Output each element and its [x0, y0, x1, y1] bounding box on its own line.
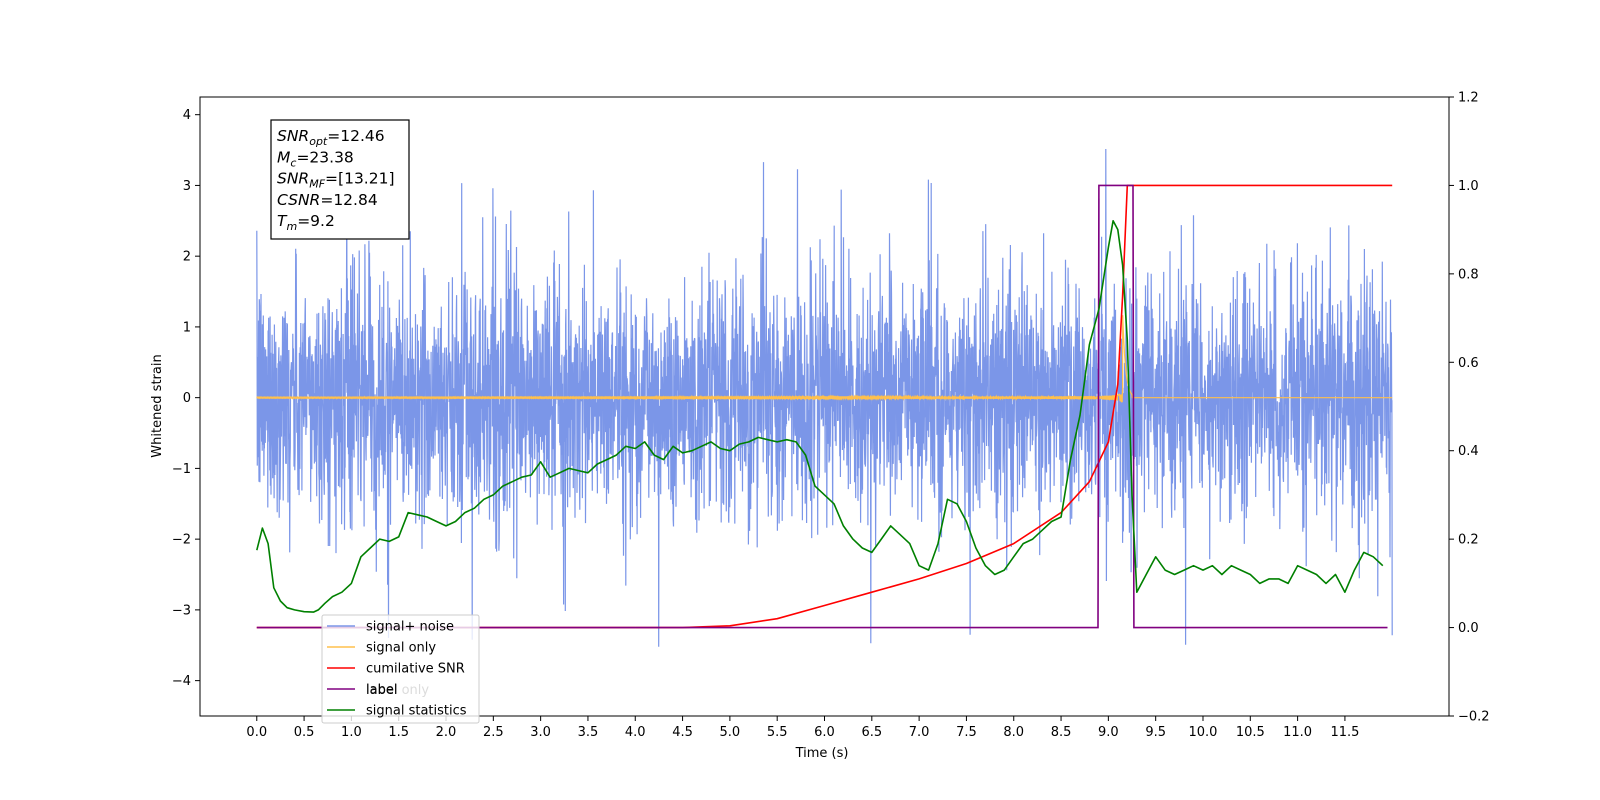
legend-frame: [321, 614, 480, 724]
x-tick-label: 10.5: [1236, 725, 1265, 740]
legend-label: cumilative SNR: [366, 662, 465, 677]
y-axis-label: Whitened strain: [150, 354, 165, 457]
annotation-symbol: SNR: [277, 170, 309, 188]
legend: signal+ noise signal only cumilative SNR la…: [321, 614, 480, 724]
y-tick-label: 4: [183, 108, 191, 123]
y-tick-label: −4: [172, 674, 191, 689]
annotation-line: SNRopt=12.46: [277, 127, 385, 148]
legend-label: signal statistics: [366, 704, 467, 719]
y2-tick-label: 0.4: [1458, 444, 1479, 459]
x-axis: 0.0 0.5 1.0 1.5 2.0 2.5 3.0 3.5 4.0 4.5 5.0 5.5 6.0 6…: [246, 716, 1359, 740]
y-tick-label: −1: [172, 462, 191, 477]
x-tick-label: 6.5: [861, 725, 882, 740]
annotation-frame: [270, 119, 410, 240]
series-signal-only-line: [256, 315, 1393, 403]
annotation-line: CSNR=12.84: [277, 191, 378, 209]
x-axis-label: Time (s): [795, 746, 849, 761]
legend-label: label: [366, 683, 397, 698]
x-tick-label: 6.0: [814, 725, 835, 740]
annotation-symbol: SNR: [277, 127, 309, 145]
x-tick-label: 0.5: [294, 725, 315, 740]
y-tick-label: 0: [183, 391, 191, 406]
legend-label: label: [366, 683, 397, 698]
legend-label: signal only: [366, 641, 436, 656]
annotation-value: =9.2: [297, 212, 335, 230]
legend-label-ghost: label only: [366, 683, 429, 698]
x-tick-label: 0.0: [246, 725, 267, 740]
x-tick-label: 10.0: [1189, 725, 1218, 740]
annotation-box: SNRopt=12.46Mc=23.38SNRMF=[13.21]CSNR=12…: [270, 119, 410, 240]
x-tick-label: 3.0: [530, 725, 551, 740]
x-tick-label: 2.0: [436, 725, 457, 740]
series-signal-noise-line: [256, 148, 1393, 647]
x-tick-label: 5.5: [767, 725, 788, 740]
annotation-subscript: opt: [309, 135, 328, 148]
legend-label: signal+ noise: [366, 620, 454, 635]
y-tick-label: 2: [183, 250, 191, 265]
annotation-value: =23.38: [296, 148, 353, 166]
data-layer: [256, 148, 1393, 647]
annotation-line: SNRMF=[13.21]: [277, 170, 395, 191]
annotation-value: =[13.21]: [325, 170, 394, 188]
x-tick-label: 9.5: [1145, 725, 1166, 740]
y-tick-label: 1: [183, 320, 191, 335]
y2-tick-label: 0.6: [1458, 356, 1479, 371]
annotation-value: =12.46: [327, 127, 384, 145]
annotation-subscript: m: [286, 220, 297, 233]
series-cumulative-snr-line: [635, 184, 1393, 629]
x-tick-label: 2.5: [483, 725, 504, 740]
y2-tick-label: −0.2: [1458, 710, 1490, 725]
x-tick-label: 9.0: [1098, 725, 1119, 740]
y2-tick-label: 0.8: [1458, 267, 1479, 282]
y-tick-label: 3: [183, 179, 191, 194]
annotation-line: Tm=9.2: [277, 212, 335, 233]
y-tick-label: −3: [172, 603, 191, 618]
annotation-value: =12.84: [320, 191, 377, 209]
x-tick-label: 8.5: [1051, 725, 1072, 740]
y2-tick-label: 0.2: [1458, 533, 1479, 548]
x-tick-label: 5.0: [720, 725, 741, 740]
annotation-symbol: M: [277, 148, 290, 166]
y-tick-label: −2: [172, 533, 191, 548]
x-tick-label: 7.0: [909, 725, 930, 740]
y2-tick-label: 1.2: [1458, 91, 1479, 106]
x-tick-label: 8.0: [1003, 725, 1024, 740]
annotation-line: Mc=23.38: [277, 148, 354, 169]
annotation-symbol: CSNR: [277, 191, 320, 209]
annotation-symbol: T: [277, 212, 288, 230]
x-tick-label: 11.5: [1330, 725, 1359, 740]
x-tick-label: 4.0: [625, 725, 646, 740]
x-tick-label: 1.5: [388, 725, 409, 740]
y-axis-right: 1.2 1.0 0.8 0.6 0.4 0.2 0.0 −0.2: [1449, 91, 1490, 725]
x-tick-label: 4.5: [672, 725, 693, 740]
series-signal-statistics-line: [256, 220, 1384, 613]
x-tick-label: 3.5: [578, 725, 599, 740]
x-tick-label: 7.5: [956, 725, 977, 740]
annotation-subscript: MF: [309, 178, 325, 191]
x-tick-label: 11.0: [1283, 725, 1312, 740]
annotation-subscript: c: [290, 156, 296, 169]
y2-tick-label: 1.0: [1458, 179, 1479, 194]
y2-tick-label: 0.0: [1458, 621, 1479, 636]
y-axis-left: 4 3 2 1 0 −1 −2 −3 −4: [172, 108, 200, 689]
series-label-line: [256, 184, 1388, 629]
x-tick-label: 1.0: [341, 725, 362, 740]
